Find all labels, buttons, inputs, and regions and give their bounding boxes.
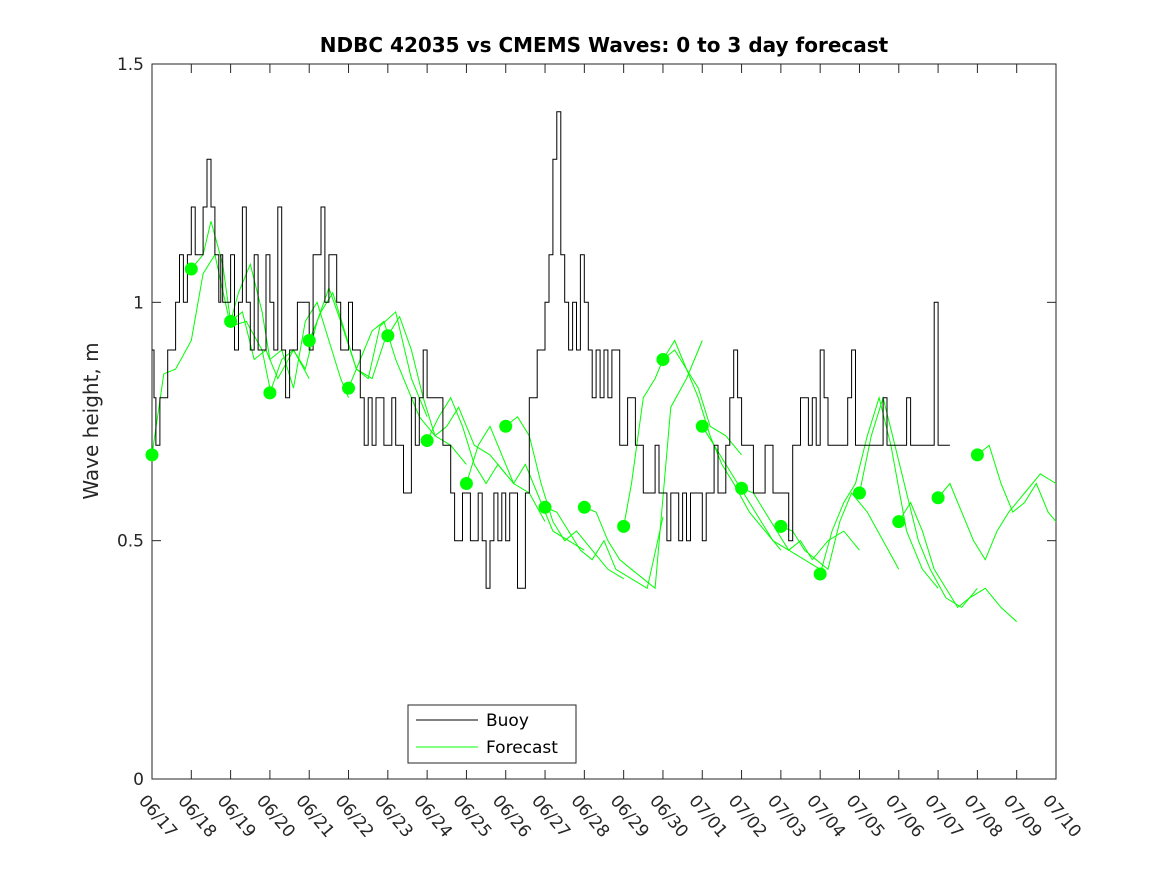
x-tick-label: 06/22: [331, 791, 378, 841]
x-tick-label: 06/25: [449, 791, 496, 841]
legend-buoy-label: Buoy: [486, 711, 529, 731]
buoy-series-line: [152, 111, 950, 589]
chart-title: NDBC 42035 vs CMEMS Waves: 0 to 3 day fo…: [320, 33, 889, 57]
forecast-series-line: [505, 415, 624, 580]
y-tick-label: 1: [133, 293, 144, 313]
x-tick-label: 07/10: [1038, 791, 1085, 841]
forecast-start-point: [499, 419, 513, 433]
forecast-series-line: [190, 221, 310, 380]
x-tick-label: 06/23: [370, 791, 417, 841]
forecast-start-point: [577, 500, 591, 514]
x-tick-label: 07/07: [920, 791, 967, 841]
legend-forecast-label: Forecast: [486, 738, 558, 758]
forecast-start-point: [145, 448, 159, 462]
forecast-series-line: [859, 395, 978, 609]
forecast-series-line: [977, 444, 1057, 522]
forecast-series-line: [662, 339, 782, 551]
forecast-start-point: [617, 519, 631, 533]
forecast-series-line: [544, 506, 664, 590]
forecast-start-point: [263, 386, 277, 400]
forecast-start-point: [224, 314, 238, 328]
forecast-start-point: [656, 353, 670, 367]
forecast-start-point: [381, 329, 395, 343]
y-tick-label: 0.5: [117, 532, 144, 552]
x-tick-label: 07/09: [999, 791, 1046, 841]
x-tick-label: 06/27: [527, 791, 574, 841]
forecast-start-point: [420, 434, 434, 448]
x-tick-label: 06/17: [134, 791, 181, 841]
y-tick-label: 0: [133, 770, 144, 790]
forecast-start-point: [538, 500, 552, 514]
x-tick-label: 06/21: [291, 791, 338, 841]
forecast-series-line: [230, 262, 349, 398]
forecast-series-line: [465, 425, 585, 551]
forecast-series-line: [584, 340, 703, 590]
forecast-start-point: [302, 333, 316, 347]
forecast-start-point: [184, 262, 198, 276]
forecast-series-line: [780, 492, 900, 571]
forecast-series-line: [387, 315, 507, 475]
forecast-series-line: [348, 320, 467, 465]
forecast-series-line: [269, 286, 389, 394]
x-tick-label: 06/29: [606, 791, 653, 841]
forecast-start-point: [931, 491, 945, 505]
axes-box: [151, 63, 1057, 780]
y-tick-label: 1.5: [117, 55, 144, 75]
x-tick-label: 07/04: [802, 791, 849, 841]
x-tick-label: 07/02: [724, 791, 771, 841]
forecast-series-line: [937, 473, 1057, 561]
x-tick-label: 07/06: [881, 791, 928, 841]
forecast-series-line: [426, 396, 546, 522]
forecast-start-point: [459, 476, 473, 490]
forecast-start-point: [695, 419, 709, 433]
x-tick-label: 07/05: [842, 791, 889, 841]
forecast-start-point: [735, 481, 749, 495]
forecast-start-point: [892, 515, 906, 529]
x-tick-label: 06/26: [488, 791, 535, 841]
forecast-start-point: [342, 381, 356, 395]
forecast-start-point: [970, 448, 984, 462]
plot-area: 00.511.506/1706/1806/1906/2006/2106/2206…: [117, 55, 1085, 842]
forecast-series-line: [701, 426, 821, 570]
x-tick-label: 06/19: [213, 791, 260, 841]
x-tick-label: 06/18: [173, 791, 220, 841]
forecast-series-line: [819, 395, 939, 589]
x-tick-label: 06/20: [252, 791, 299, 841]
forecast-series-line: [151, 253, 271, 455]
forecast-series-line: [623, 349, 742, 527]
x-tick-label: 07/01: [684, 791, 731, 841]
forecast-start-point: [774, 519, 788, 533]
forecast-start-point: [852, 486, 866, 500]
legend-box: [407, 704, 577, 764]
x-tick-label: 06/28: [567, 791, 614, 841]
legend: Buoy Forecast: [407, 704, 577, 764]
x-tick-label: 07/08: [960, 791, 1007, 841]
forecast-series-line: [898, 501, 1018, 623]
y-axis-label: Wave height, m: [79, 342, 103, 499]
x-tick-label: 06/24: [409, 791, 456, 841]
x-tick-label: 06/30: [645, 791, 692, 841]
x-tick-label: 07/03: [763, 791, 810, 841]
forecast-start-point: [813, 567, 827, 581]
